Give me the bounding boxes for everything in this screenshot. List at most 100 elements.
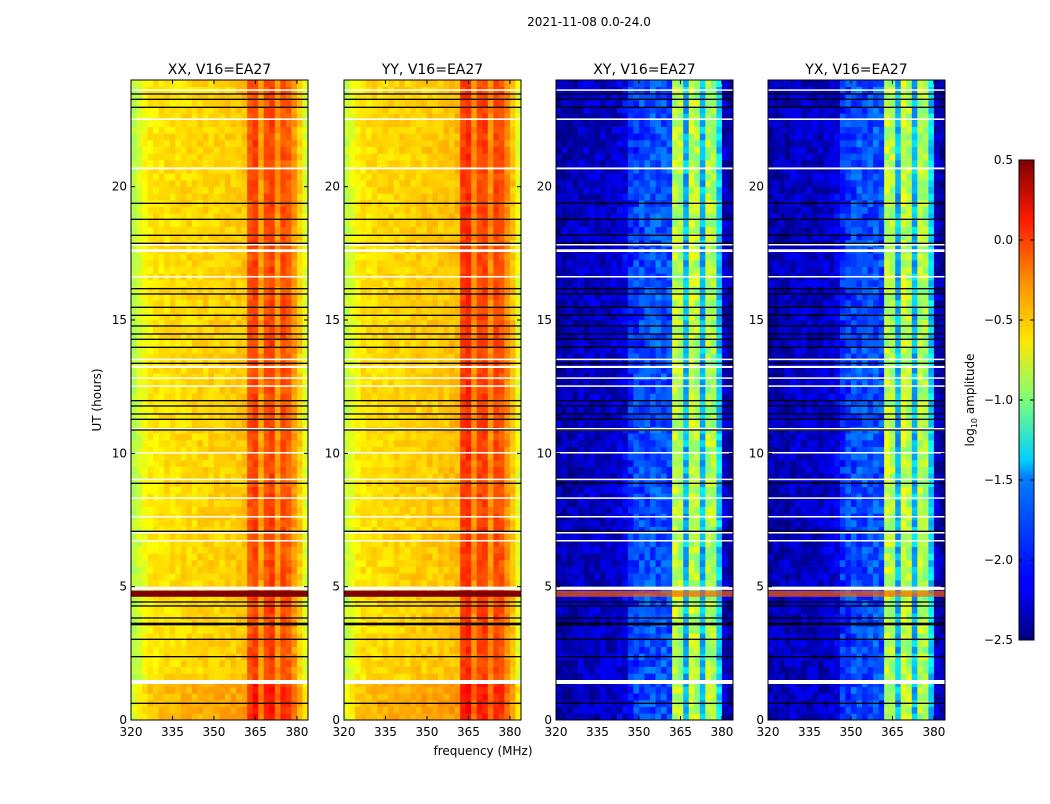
- heatmap-cell: [421, 267, 427, 274]
- heatmap-cell: [297, 640, 303, 647]
- heatmap-cell: [427, 693, 433, 700]
- heatmap-cell: [433, 660, 439, 667]
- heatmap-cell: [377, 507, 383, 514]
- heatmap-cell: [247, 607, 253, 614]
- heatmap-cell: [269, 80, 275, 87]
- heatmap-cell: [153, 573, 159, 580]
- heatmap-cell: [269, 253, 275, 260]
- heatmap-cell: [399, 547, 405, 554]
- heatmap-cell: [247, 707, 253, 714]
- heatmap-cell: [350, 313, 356, 320]
- heatmap-cell: [164, 660, 170, 667]
- heatmap-cell: [286, 327, 292, 334]
- heatmap-cell: [433, 560, 439, 567]
- heatmap-cell: [388, 220, 394, 227]
- heatmap-cell: [394, 553, 400, 560]
- heatmap-cell: [350, 687, 356, 694]
- heatmap-cell: [421, 100, 427, 107]
- heatmap-cell: [258, 467, 264, 474]
- heatmap-cell: [131, 507, 137, 514]
- heatmap-cell: [225, 627, 231, 634]
- heatmap-cell: [394, 493, 400, 500]
- heatmap-cell: [137, 127, 143, 134]
- heatmap-cell: [192, 180, 198, 187]
- heatmap-cell: [410, 607, 416, 614]
- heatmap-cell: [197, 180, 203, 187]
- heatmap-cell: [344, 280, 350, 287]
- heatmap-cell: [253, 460, 259, 467]
- heatmap-cell: [214, 193, 220, 200]
- heatmap-cell: [280, 567, 286, 574]
- heatmap-cell: [231, 580, 237, 587]
- heatmap-cell: [421, 340, 427, 347]
- heatmap-cell: [208, 467, 214, 474]
- heatmap-cell: [220, 420, 226, 427]
- heatmap-cell: [405, 453, 411, 460]
- heatmap-cell: [344, 193, 350, 200]
- heatmap-cell: [394, 407, 400, 414]
- heatmap-cell: [170, 387, 176, 394]
- heatmap-cell: [394, 260, 400, 267]
- heatmap-cell: [203, 547, 209, 554]
- heatmap-cell: [253, 640, 259, 647]
- heatmap-cell: [186, 667, 192, 674]
- flag-line: [131, 288, 308, 289]
- heatmap-cell: [275, 547, 281, 554]
- heatmap-cell: [247, 287, 253, 294]
- heatmap-cell: [236, 207, 242, 214]
- heatmap-cell: [164, 140, 170, 147]
- heatmap-cell: [366, 573, 372, 580]
- heatmap-cell: [427, 433, 433, 440]
- heatmap-cell: [427, 533, 433, 540]
- heatmap-cell: [203, 193, 209, 200]
- heatmap-cell: [175, 373, 181, 380]
- heatmap-cell: [192, 533, 198, 540]
- heatmap-cell: [394, 433, 400, 440]
- heatmap-cell: [427, 253, 433, 260]
- heatmap-cell: [137, 460, 143, 467]
- heatmap-cell: [399, 660, 405, 667]
- heatmap-cell: [131, 287, 137, 294]
- heatmap-cell: [416, 673, 422, 680]
- heatmap-cell: [148, 460, 154, 467]
- heatmap-cell: [444, 647, 450, 654]
- heatmap-cell: [247, 120, 253, 127]
- heatmap-cell: [344, 640, 350, 647]
- heatmap-cell: [355, 127, 361, 134]
- heatmap-cell: [286, 280, 292, 287]
- heatmap-cell: [131, 693, 137, 700]
- heatmap-cell: [410, 580, 416, 587]
- heatmap-cell: [350, 260, 356, 267]
- heatmap-cell: [405, 420, 411, 427]
- flag-line: [131, 219, 308, 220]
- heatmap-cell: [350, 147, 356, 154]
- heatmap-cell: [164, 547, 170, 554]
- heatmap-cell: [388, 153, 394, 160]
- heatmap-cell: [280, 300, 286, 307]
- heatmap-cell: [361, 520, 367, 527]
- heatmap-cell: [264, 187, 270, 194]
- heatmap-cell: [275, 533, 281, 540]
- heatmap-cell: [286, 313, 292, 320]
- heatmap-cell: [355, 453, 361, 460]
- heatmap-cell: [372, 207, 378, 214]
- heatmap-cell: [416, 100, 422, 107]
- heatmap-cell: [286, 300, 292, 307]
- heatmap-cell: [253, 193, 259, 200]
- heatmap-cell: [175, 387, 181, 394]
- heatmap-cell: [186, 460, 192, 467]
- heatmap-cell: [433, 440, 439, 447]
- heatmap-cell: [302, 127, 308, 134]
- heatmap-cell: [280, 407, 286, 414]
- heatmap-cell: [388, 180, 394, 187]
- heatmap-cell: [220, 207, 226, 214]
- heatmap-cell: [236, 373, 242, 380]
- heatmap-cell: [350, 300, 356, 307]
- heatmap-cell: [242, 300, 248, 307]
- heatmap-cell: [225, 313, 231, 320]
- flag-line: [131, 93, 308, 94]
- heatmap-cell: [291, 433, 297, 440]
- heatmap-cell: [405, 180, 411, 187]
- heatmap-cell: [225, 667, 231, 674]
- heatmap-cell: [253, 467, 259, 474]
